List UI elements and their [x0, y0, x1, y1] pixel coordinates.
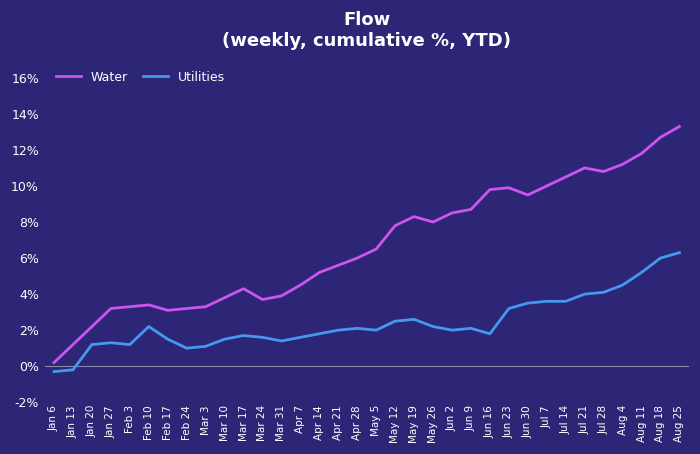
- Utilities: [50, 369, 58, 374]
- Water: [258, 297, 267, 302]
- Water: [88, 324, 96, 329]
- Water: [239, 286, 248, 291]
- Water: [580, 165, 589, 171]
- Water: [410, 214, 419, 219]
- Water: [429, 219, 438, 225]
- Water: [599, 169, 608, 174]
- Utilities: [542, 299, 551, 304]
- Utilities: [239, 333, 248, 338]
- Water: [657, 134, 665, 140]
- Utilities: [183, 345, 191, 351]
- Water: [637, 151, 645, 156]
- Utilities: [448, 327, 456, 333]
- Water: [467, 207, 475, 212]
- Utilities: [599, 290, 608, 295]
- Utilities: [505, 306, 513, 311]
- Utilities: [467, 326, 475, 331]
- Water: [220, 295, 229, 301]
- Water: [69, 342, 77, 347]
- Water: [353, 255, 361, 261]
- Water: [334, 262, 342, 268]
- Water: [505, 185, 513, 191]
- Water: [202, 304, 210, 310]
- Water: [618, 162, 626, 167]
- Utilities: [315, 331, 323, 336]
- Water: [524, 192, 532, 197]
- Utilities: [391, 318, 399, 324]
- Utilities: [145, 324, 153, 329]
- Utilities: [296, 335, 304, 340]
- Title: Flow
(weekly, cumulative %, YTD): Flow (weekly, cumulative %, YTD): [222, 11, 511, 50]
- Utilities: [524, 301, 532, 306]
- Utilities: [410, 316, 419, 322]
- Utilities: [561, 299, 570, 304]
- Water: [183, 306, 191, 311]
- Utilities: [88, 342, 96, 347]
- Utilities: [125, 342, 134, 347]
- Utilities: [258, 335, 267, 340]
- Utilities: [618, 282, 626, 288]
- Utilities: [69, 367, 77, 373]
- Water: [296, 282, 304, 288]
- Utilities: [676, 250, 684, 255]
- Water: [277, 293, 286, 299]
- Utilities: [486, 331, 494, 336]
- Utilities: [429, 324, 438, 329]
- Water: [542, 183, 551, 189]
- Water: [315, 270, 323, 275]
- Utilities: [657, 255, 665, 261]
- Water: [448, 210, 456, 216]
- Water: [391, 223, 399, 228]
- Utilities: [164, 336, 172, 342]
- Water: [125, 304, 134, 310]
- Utilities: [580, 291, 589, 297]
- Legend: Water, Utilities: Water, Utilities: [51, 66, 230, 89]
- Water: [50, 360, 58, 365]
- Utilities: [277, 338, 286, 344]
- Utilities: [220, 336, 229, 342]
- Utilities: [353, 326, 361, 331]
- Utilities: [637, 270, 645, 275]
- Utilities: [372, 327, 380, 333]
- Water: [561, 174, 570, 180]
- Line: Water: Water: [54, 127, 680, 363]
- Utilities: [106, 340, 115, 345]
- Water: [486, 187, 494, 192]
- Utilities: [202, 344, 210, 349]
- Water: [145, 302, 153, 308]
- Water: [676, 124, 684, 129]
- Line: Utilities: Utilities: [54, 252, 680, 371]
- Water: [164, 308, 172, 313]
- Utilities: [334, 327, 342, 333]
- Water: [106, 306, 115, 311]
- Water: [372, 247, 380, 252]
